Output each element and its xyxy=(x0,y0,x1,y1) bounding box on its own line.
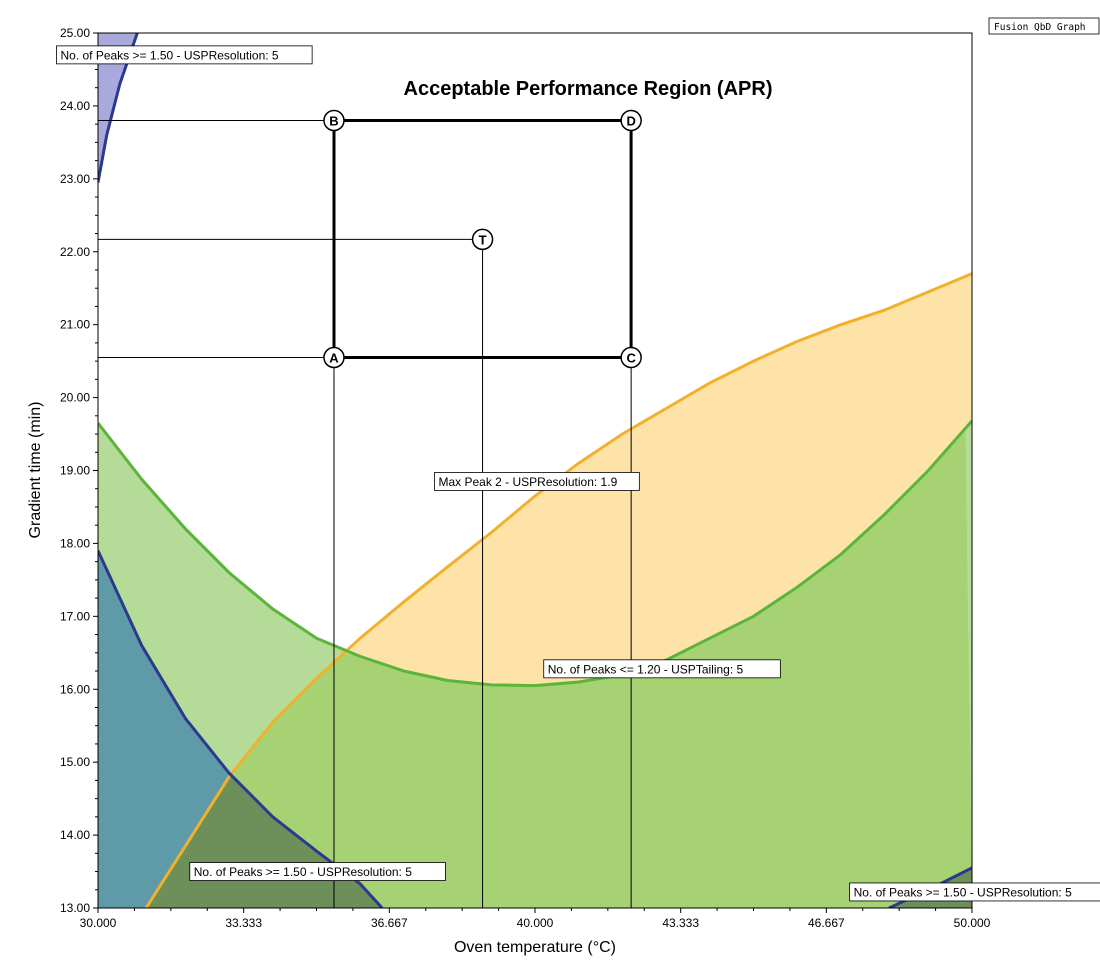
y-tick-label: 23.00 xyxy=(60,172,90,186)
point-T: T xyxy=(471,228,494,251)
y-tick-label: 21.00 xyxy=(60,318,90,332)
annotation-box: Max Peak 2 - USPResolution: 1.9 xyxy=(434,472,640,491)
point-marker xyxy=(620,346,642,369)
annotation-text: No. of Peaks <= 1.20 - USPTailing: 5 xyxy=(548,662,744,676)
y-tick-label: 24.00 xyxy=(60,99,90,113)
y-tick-label: 17.00 xyxy=(60,609,90,623)
point-label: T xyxy=(479,232,487,247)
annotation-frame xyxy=(543,659,781,679)
y-tick-label: 18.00 xyxy=(60,536,90,550)
annotation-text: No. of Peaks >= 1.50 - USPResolution: 5 xyxy=(194,865,412,879)
x-tick-label: 40.000 xyxy=(517,916,554,930)
y-tick-label: 20.00 xyxy=(60,391,90,405)
annotation-box: No. of Peaks >= 1.50 - USPResolution: 5 xyxy=(849,882,1100,902)
x-tick-label: 43.333 xyxy=(662,916,699,930)
annotation-text: No. of Peaks >= 1.50 - USPResolution: 5 xyxy=(854,885,1072,899)
region-resolution-top-left xyxy=(98,33,138,183)
point-D: D xyxy=(620,109,642,132)
point-marker xyxy=(620,109,642,132)
point-marker xyxy=(323,346,345,369)
annotation-box: No. of Peaks >= 1.50 - USPResolution: 5 xyxy=(189,862,446,881)
x-axis: 30.000 33.333 36.667 40.000 43.333 46.667 50.0… xyxy=(80,908,991,930)
x-tick-label: 30.000 xyxy=(80,916,117,930)
point-marker xyxy=(471,228,494,251)
x-tick-label: 46.667 xyxy=(808,916,845,930)
apr-guide-lines xyxy=(98,119,633,908)
y-tick-label: 16.00 xyxy=(60,682,90,696)
point-B: B xyxy=(323,109,345,132)
annotation-text: No. of Peaks >= 1.50 - USPResolution: 5 xyxy=(60,48,278,62)
point-label: B xyxy=(329,114,338,129)
y-tick-label: 25.00 xyxy=(60,26,90,40)
annotation-frame xyxy=(434,472,640,491)
annotation-text: Max Peak 2 - USPResolution: 1.9 xyxy=(438,475,617,489)
annotation-layer: No. of Peaks >= 1.50 - USPResolution: 5 M… xyxy=(56,45,1100,902)
x-axis-title: Oven temperature (°C) xyxy=(454,939,616,956)
boundary-green xyxy=(98,419,972,688)
watermark-text: Fusion QbD Graph xyxy=(994,22,1086,33)
y-tick-label: 15.00 xyxy=(60,755,90,769)
x-tick-label: 36.667 xyxy=(371,916,408,930)
x-tick-label: 33.333 xyxy=(225,916,262,930)
chart-title: Acceptable Performance Region (APR) xyxy=(404,78,773,100)
y-tick-label: 13.00 xyxy=(60,901,90,915)
y-tick-label: 19.00 xyxy=(60,464,90,478)
region-resolution-bottom-left xyxy=(98,550,383,908)
annotation-box: No. of Peaks <= 1.20 - USPTailing: 5 xyxy=(543,659,781,679)
point-label: A xyxy=(329,350,339,365)
x-tick-label: 50.000 xyxy=(954,916,991,930)
apr-points: A B C D T xyxy=(323,109,642,369)
annotation-box: No. of Peaks >= 1.50 - USPResolution: 5 xyxy=(56,45,313,65)
point-A: A xyxy=(323,346,345,369)
point-label: D xyxy=(626,114,635,129)
point-label: C xyxy=(626,350,636,365)
annotation-frame xyxy=(849,882,1100,902)
point-marker xyxy=(323,109,345,132)
point-C: C xyxy=(620,346,642,369)
annotation-frame xyxy=(189,862,446,881)
y-tick-label: 22.00 xyxy=(60,245,90,259)
region-layer xyxy=(98,33,972,908)
y-axis-title: Gradient time (min) xyxy=(27,402,44,539)
annotation-frame xyxy=(56,45,313,65)
watermark-badge: Fusion QbD Graph xyxy=(988,17,1100,35)
region-tailing-overlap xyxy=(146,428,972,908)
y-tick-label: 14.00 xyxy=(60,828,90,842)
y-axis: 13.00 14.00 15.00 16.00 17.00 18.00 19.00 20.00… xyxy=(60,26,98,915)
